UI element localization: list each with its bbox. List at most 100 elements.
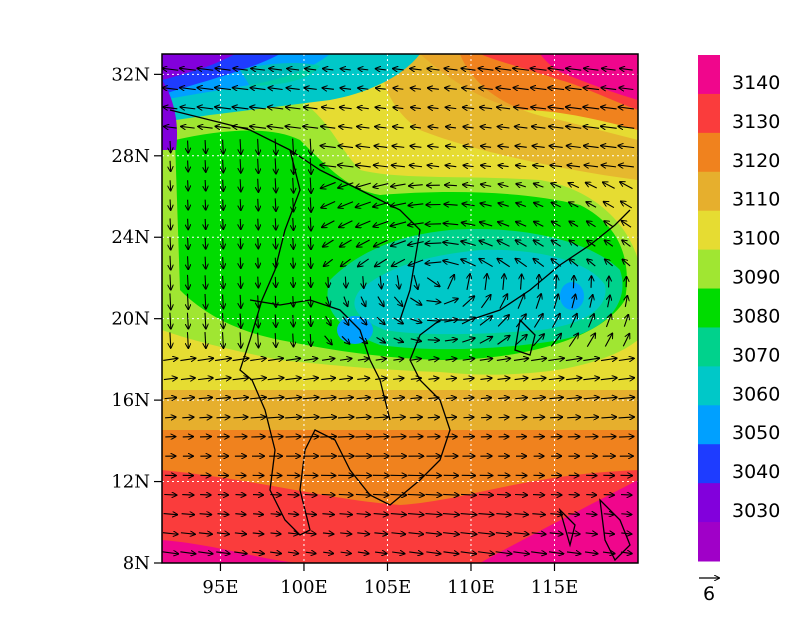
wind-vector bbox=[587, 259, 596, 267]
wind-vector bbox=[199, 514, 212, 515]
wind-vector bbox=[339, 126, 353, 128]
wind-vector bbox=[240, 257, 241, 268]
wind-vector bbox=[549, 126, 564, 128]
wind-vector bbox=[288, 533, 298, 534]
wind-vector bbox=[480, 203, 492, 206]
wind-vector bbox=[223, 257, 224, 268]
wind-vector bbox=[321, 378, 335, 380]
wind-vector bbox=[425, 243, 442, 244]
wind-vector bbox=[583, 397, 599, 398]
wind-vector bbox=[601, 146, 617, 148]
wind-vector bbox=[446, 107, 457, 108]
wind-vector bbox=[548, 358, 564, 360]
wind-vector bbox=[480, 107, 493, 109]
wind-vector bbox=[391, 221, 407, 226]
wind-vector bbox=[496, 88, 511, 90]
wind-vector bbox=[270, 495, 281, 496]
wind-vector bbox=[498, 222, 510, 227]
wind-vector bbox=[498, 417, 508, 418]
wind-vector bbox=[463, 107, 475, 108]
wind-vector bbox=[240, 199, 241, 210]
lat-tick-label: 16N bbox=[111, 390, 150, 411]
wind-vector bbox=[285, 417, 301, 418]
wind-vector bbox=[407, 494, 424, 495]
wind-vector bbox=[443, 552, 458, 554]
wind-vector bbox=[223, 179, 224, 191]
wind-vector bbox=[393, 69, 404, 70]
wind-vector bbox=[409, 185, 423, 186]
wind-vector bbox=[293, 333, 294, 347]
wind-vector bbox=[323, 552, 333, 553]
wind-vector bbox=[496, 358, 510, 360]
wind-vector bbox=[198, 126, 213, 128]
wind-vector bbox=[464, 146, 474, 147]
wind-vector bbox=[495, 533, 511, 535]
wind-vector bbox=[310, 197, 311, 211]
wind-vector bbox=[425, 533, 441, 535]
wind-vector bbox=[358, 88, 369, 89]
wind-vector bbox=[285, 436, 301, 437]
wind-vector bbox=[322, 533, 333, 534]
wind-vector bbox=[302, 417, 319, 418]
wind-vector bbox=[302, 436, 319, 437]
wind-vector bbox=[462, 359, 475, 361]
wind-vector bbox=[603, 514, 614, 515]
wind-vector bbox=[258, 238, 259, 248]
wind-vector bbox=[268, 126, 284, 128]
wind-vector bbox=[356, 146, 371, 148]
wind-vector bbox=[234, 533, 246, 534]
wind-vector bbox=[250, 107, 266, 109]
wind-vector bbox=[586, 514, 596, 515]
wind-vector bbox=[199, 417, 211, 418]
wind-vector bbox=[170, 160, 171, 171]
wind-vector bbox=[340, 552, 351, 553]
wind-vector bbox=[588, 314, 594, 328]
wind-vector bbox=[240, 179, 241, 191]
wind-vector bbox=[445, 88, 457, 89]
wind-vector bbox=[410, 297, 421, 305]
wind-vector bbox=[444, 319, 457, 322]
wind-vector bbox=[223, 313, 224, 328]
wind-vector bbox=[443, 533, 459, 535]
wind-vector bbox=[182, 417, 193, 418]
wind-vector bbox=[533, 314, 542, 328]
wind-vector bbox=[480, 222, 493, 227]
wind-vector bbox=[393, 338, 403, 342]
wind-vector bbox=[584, 146, 599, 148]
wind-vector bbox=[515, 146, 527, 147]
wind-vector bbox=[310, 177, 311, 193]
wind-vector bbox=[163, 378, 177, 380]
wind-vector bbox=[521, 275, 522, 290]
wind-vector bbox=[426, 301, 440, 303]
wind-vector bbox=[618, 146, 635, 148]
wind-vector bbox=[328, 276, 329, 287]
wind-vector bbox=[566, 88, 582, 90]
wind-vector bbox=[252, 495, 263, 496]
wind-vector bbox=[498, 240, 510, 247]
wind-vector bbox=[533, 165, 545, 166]
wind-vector bbox=[569, 259, 579, 267]
wind-vector bbox=[358, 336, 367, 343]
wind-vector bbox=[180, 533, 195, 534]
wind-vector bbox=[408, 514, 424, 515]
wind-vector bbox=[233, 68, 248, 70]
wind-vector bbox=[621, 495, 632, 496]
wind-vector bbox=[569, 240, 579, 247]
wind-vector bbox=[583, 107, 600, 109]
wind-vector bbox=[170, 140, 171, 152]
wind-vector bbox=[380, 275, 381, 289]
wind-vector bbox=[515, 127, 528, 129]
wind-vector bbox=[340, 239, 352, 247]
wind-vector bbox=[310, 157, 311, 174]
wind-vector bbox=[584, 68, 599, 70]
wind-vector bbox=[205, 179, 206, 191]
wind-vector bbox=[235, 514, 245, 515]
wind-vector bbox=[587, 221, 596, 228]
wind-vector bbox=[215, 88, 231, 90]
wind-vector bbox=[162, 533, 178, 535]
wind-vector bbox=[480, 295, 490, 309]
wind-vector bbox=[531, 533, 546, 534]
wind-vector bbox=[223, 332, 224, 348]
wind-vector bbox=[565, 358, 582, 360]
wind-vector bbox=[216, 552, 229, 554]
